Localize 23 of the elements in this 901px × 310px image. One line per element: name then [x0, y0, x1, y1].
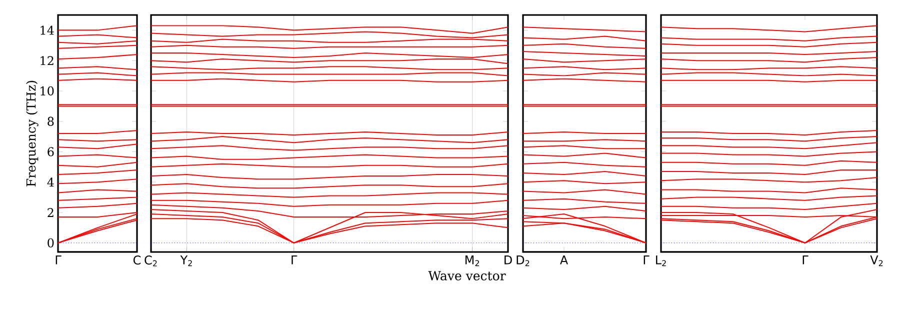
x-tick-label: C$_{2}$ — [144, 256, 157, 266]
x-tick-label: Y$_{2}$ — [180, 256, 192, 266]
y-tick-label: 10 — [40, 86, 54, 96]
x-tick-label: A — [560, 256, 568, 264]
x-tick-label: Γ — [802, 256, 808, 264]
y-tick-label: 12 — [40, 56, 54, 66]
y-tick-label: 6 — [48, 147, 54, 156]
x-tick-label: Γ — [644, 256, 650, 264]
y-axis-title: Frequency (THz) — [26, 80, 38, 186]
x-tick-label: Γ — [56, 256, 62, 264]
x-axis-title: Wave vector — [428, 271, 506, 280]
y-tick-label: 8 — [48, 116, 54, 126]
x-tick-label: Γ — [292, 256, 298, 264]
y-tick-label: 4 — [47, 178, 54, 187]
y-tick-label: 2 — [48, 208, 54, 217]
y-tick-label: 14 — [40, 26, 54, 35]
x-tick-label: D$_{2}$ — [516, 256, 530, 266]
x-tick-label: V$_{2}$ — [870, 256, 883, 266]
x-tick-label: L$_{2}$ — [656, 256, 666, 266]
x-tick-label: D — [504, 256, 512, 264]
y-tick-label: 0 — [48, 238, 54, 248]
x-tick-label: C — [134, 256, 141, 265]
x-tick-label: M$_{2}$ — [466, 256, 479, 266]
